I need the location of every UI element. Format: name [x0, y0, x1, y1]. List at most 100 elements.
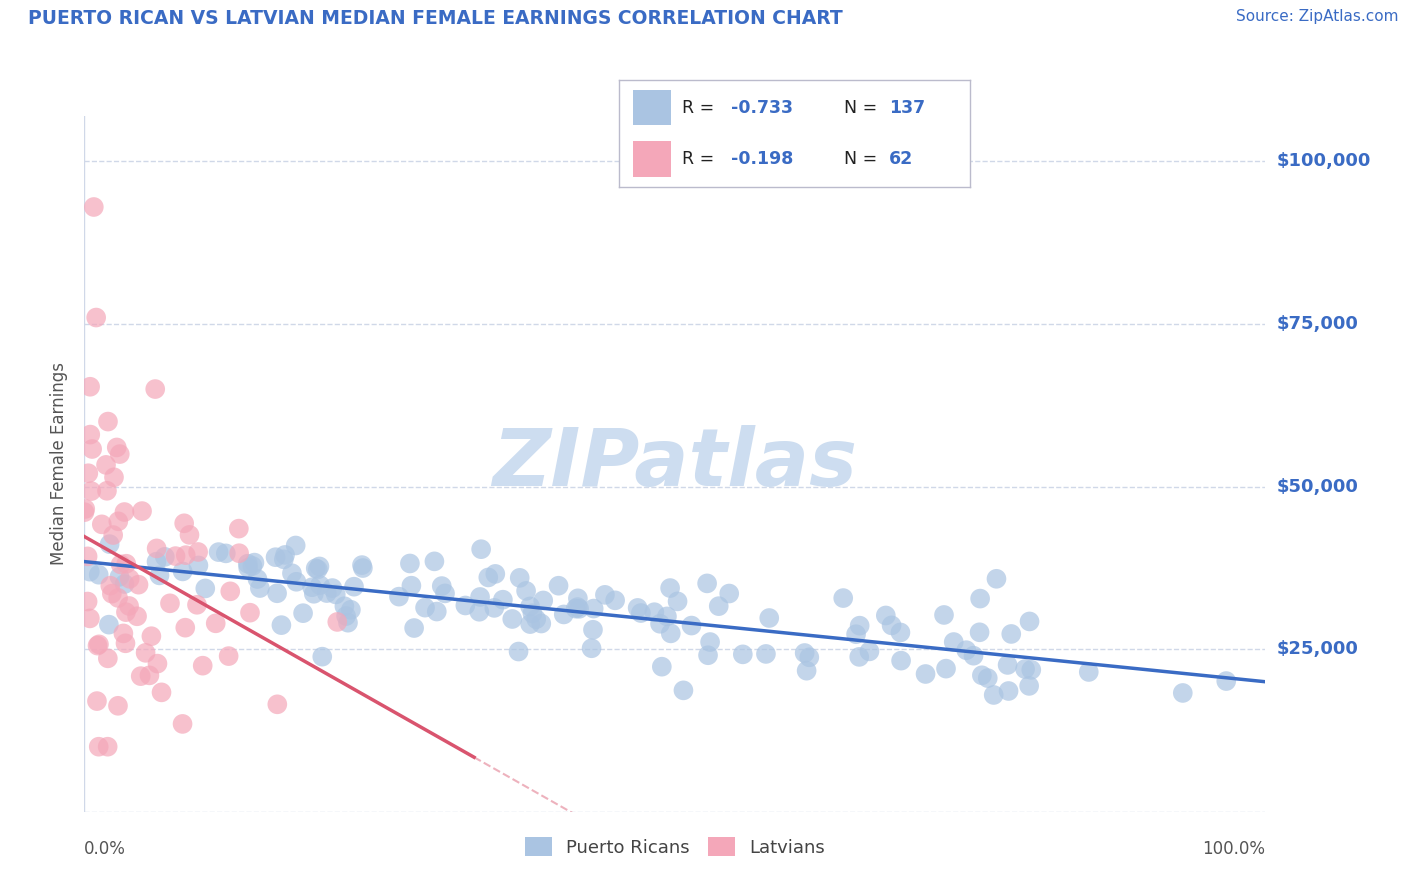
- Point: [128, 577, 150, 591]
- Point: [651, 659, 673, 673]
- Point: [997, 657, 1019, 672]
- Text: $25,000: $25,000: [1277, 640, 1358, 658]
- Text: N =: N =: [844, 99, 883, 117]
- Point: [593, 588, 616, 602]
- Point: [468, 590, 491, 604]
- Point: [337, 615, 360, 630]
- Point: [87, 739, 110, 754]
- Point: [796, 664, 818, 678]
- Point: [582, 623, 605, 637]
- Point: [582, 601, 605, 615]
- Point: [758, 611, 780, 625]
- Point: [115, 557, 138, 571]
- Point: [530, 616, 553, 631]
- Point: [266, 698, 288, 712]
- Point: [107, 698, 129, 713]
- Point: [118, 572, 141, 586]
- Point: [325, 587, 347, 601]
- Text: -0.198: -0.198: [731, 150, 793, 168]
- Point: [236, 557, 259, 571]
- Point: [352, 561, 374, 575]
- Point: [285, 574, 308, 589]
- Point: [707, 599, 730, 614]
- Point: [509, 571, 531, 585]
- Point: [228, 546, 250, 560]
- Point: [110, 558, 132, 572]
- Point: [832, 591, 855, 605]
- Point: [141, 629, 163, 643]
- Point: [218, 649, 240, 664]
- Point: [75, 502, 97, 516]
- Point: [153, 549, 176, 564]
- Point: [76, 594, 98, 608]
- Text: PUERTO RICAN VS LATVIAN MEDIAN FEMALE EARNINGS CORRELATION CHART: PUERTO RICAN VS LATVIAN MEDIAN FEMALE EA…: [28, 9, 842, 28]
- Point: [848, 649, 870, 664]
- Point: [172, 565, 194, 579]
- Point: [107, 591, 129, 605]
- Point: [315, 586, 337, 600]
- Point: [194, 582, 217, 596]
- Point: [522, 607, 544, 621]
- Point: [118, 599, 141, 613]
- Point: [340, 603, 363, 617]
- Text: -0.733: -0.733: [731, 99, 793, 117]
- Point: [454, 599, 477, 613]
- Point: [401, 579, 423, 593]
- Point: [307, 562, 329, 576]
- Point: [553, 607, 575, 622]
- Bar: [633, 90, 671, 125]
- Point: [270, 618, 292, 632]
- Point: [434, 586, 457, 600]
- Point: [350, 558, 373, 573]
- Text: $100,000: $100,000: [1277, 153, 1371, 170]
- Point: [79, 427, 101, 442]
- Point: [731, 648, 754, 662]
- Point: [309, 578, 332, 592]
- Point: [125, 609, 148, 624]
- Point: [889, 625, 911, 640]
- Point: [173, 516, 195, 531]
- Point: [143, 382, 166, 396]
- Point: [875, 608, 897, 623]
- Point: [567, 591, 589, 606]
- Point: [969, 625, 991, 640]
- Point: [564, 601, 586, 615]
- Point: [273, 552, 295, 566]
- Point: [858, 644, 880, 658]
- Point: [567, 600, 589, 615]
- Point: [308, 559, 330, 574]
- Point: [83, 200, 105, 214]
- Point: [174, 548, 197, 562]
- Point: [477, 570, 499, 584]
- Point: [114, 636, 136, 650]
- Point: [890, 654, 912, 668]
- Point: [404, 621, 426, 635]
- Point: [519, 599, 541, 614]
- Point: [718, 586, 741, 600]
- Point: [426, 605, 449, 619]
- Point: [101, 587, 124, 601]
- Point: [135, 646, 157, 660]
- Point: [174, 621, 197, 635]
- Point: [281, 566, 304, 581]
- Point: [970, 668, 993, 682]
- Point: [1014, 662, 1036, 676]
- Point: [239, 606, 262, 620]
- Point: [165, 549, 187, 563]
- Point: [977, 671, 1000, 685]
- Point: [84, 310, 107, 325]
- Point: [242, 559, 264, 574]
- Point: [568, 602, 591, 616]
- Text: R =: R =: [682, 99, 720, 117]
- Point: [207, 545, 229, 559]
- Point: [932, 607, 955, 622]
- Point: [103, 470, 125, 484]
- Point: [1018, 679, 1040, 693]
- Y-axis label: Median Female Earnings: Median Female Earnings: [51, 362, 69, 566]
- Text: $50,000: $50,000: [1277, 477, 1358, 496]
- Point: [150, 685, 173, 699]
- Point: [86, 694, 108, 708]
- Point: [301, 580, 323, 594]
- Point: [335, 609, 357, 624]
- Point: [969, 591, 991, 606]
